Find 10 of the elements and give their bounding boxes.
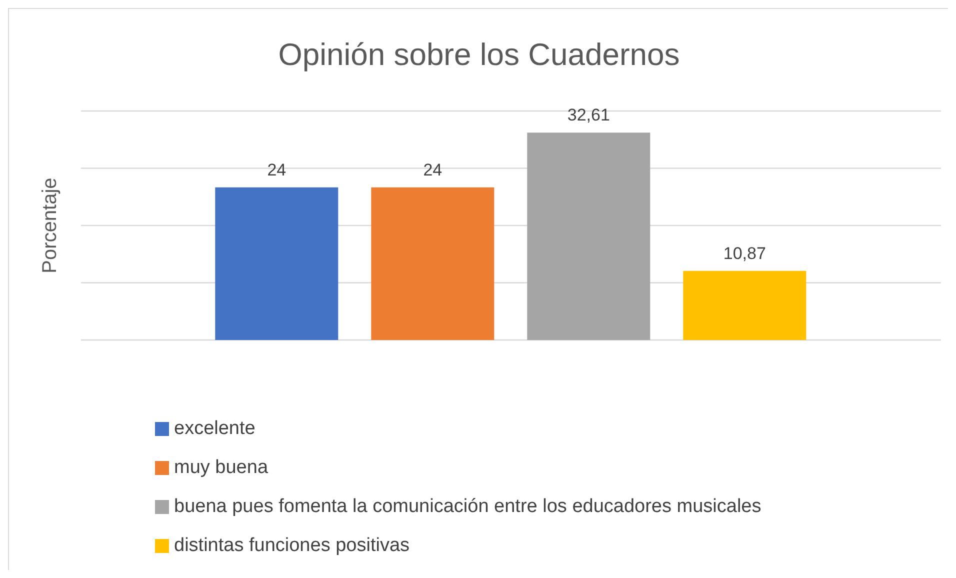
legend-label: excelente — [174, 418, 256, 440]
data-label: 24 — [423, 160, 442, 180]
data-label: 32,61 — [567, 106, 610, 125]
legend-label: distintas funciones positivas — [174, 534, 410, 556]
data-label: 24 — [267, 160, 286, 180]
chart-title: Opinión sobre los Cuadernos — [277, 37, 681, 73]
data-label: 10,87 — [723, 244, 766, 263]
legend-label: buena pues fomenta la comunicación entre los educadores musicales — [174, 496, 762, 518]
y-axis-title: Porcentaje — [39, 178, 62, 274]
legend-label: muy buena — [174, 456, 268, 478]
